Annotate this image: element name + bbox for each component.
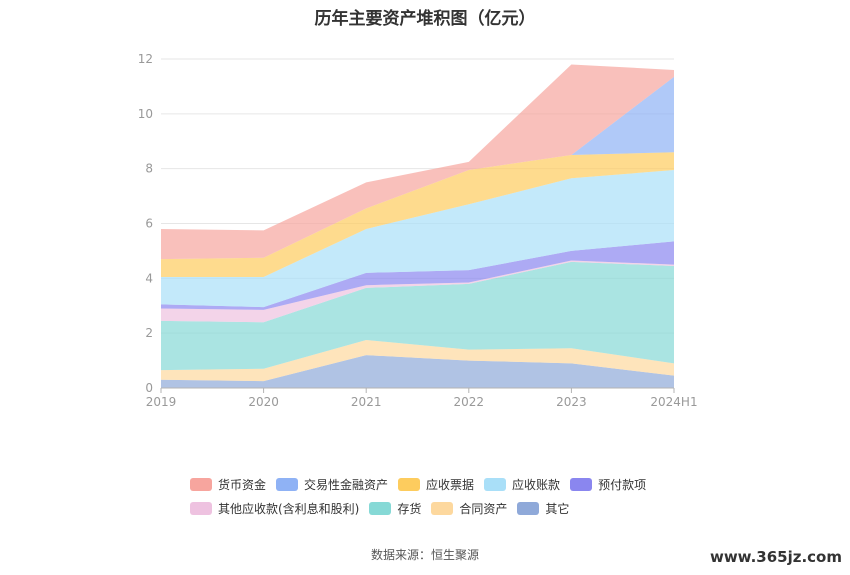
legend-label: 存货 xyxy=(397,501,422,516)
legend-row-2: 其他应收款(含利息和股利) 存货 合同资产 其它 xyxy=(190,496,710,520)
y-tick-label: 6 xyxy=(145,217,153,231)
x-tick-label: 2020 xyxy=(248,395,279,409)
legend-item[interactable]: 应收票据 xyxy=(398,476,474,493)
area-series xyxy=(161,152,674,277)
legend-item[interactable]: 合同资产 xyxy=(431,500,507,517)
chart-legend: 货币资金 交易性金融资产 应收票据 应收账款 预付款项 其他应收款(含利息和股利… xyxy=(190,472,710,520)
area-series xyxy=(161,340,674,382)
legend-item[interactable]: 其他应收款(含利息和股利) xyxy=(190,500,359,517)
legend-label: 应收账款 xyxy=(512,477,561,492)
y-tick-label: 2 xyxy=(145,326,153,340)
watermark: www.365jz.com xyxy=(709,548,842,566)
legend-swatch xyxy=(190,477,212,491)
chart-title: 历年主要资产堆积图（亿元） xyxy=(314,9,536,29)
x-tick-label: 2022 xyxy=(454,395,485,409)
legend-item[interactable]: 应收账款 xyxy=(484,476,560,493)
legend-row-1: 货币资金 交易性金融资产 应收票据 应收账款 预付款项 xyxy=(190,472,710,496)
legend-swatch xyxy=(484,477,507,491)
area-series xyxy=(161,355,674,388)
area-series xyxy=(161,170,674,308)
legend-label: 其它 xyxy=(545,501,570,516)
legend-swatch xyxy=(369,501,392,515)
legend-label: 合同资产 xyxy=(459,501,508,516)
y-tick-label: 8 xyxy=(145,162,153,176)
legend-swatch xyxy=(398,477,421,491)
x-tick-label: 2021 xyxy=(351,395,382,409)
legend-swatch xyxy=(517,501,540,515)
stacked-area-chart: 0 2 4 6 8 10 12 2019 2020 2021 2022 2023 2024H1 xyxy=(138,52,698,409)
legend-item[interactable]: 其它 xyxy=(517,500,569,517)
area-series xyxy=(161,260,674,323)
legend-label: 货币资金 xyxy=(218,477,267,492)
data-source: 数据来源：恒生聚源 xyxy=(370,548,479,562)
legend-item[interactable]: 交易性金融资产 xyxy=(276,476,388,493)
legend-label: 其他应收款(含利息和股利) xyxy=(218,501,360,516)
y-tick-label: 0 xyxy=(145,381,153,395)
legend-swatch xyxy=(190,501,212,515)
legend-label: 应收票据 xyxy=(426,477,475,492)
legend-swatch xyxy=(276,477,299,491)
legend-item[interactable]: 货币资金 xyxy=(190,476,266,493)
x-tick-label: 2024H1 xyxy=(650,395,697,409)
legend-label: 预付款项 xyxy=(598,477,647,492)
legend-item[interactable]: 预付款项 xyxy=(570,476,646,493)
legend-swatch xyxy=(431,501,454,515)
legend-label: 交易性金融资产 xyxy=(304,477,389,492)
area-series xyxy=(161,64,674,260)
y-tick-label: 4 xyxy=(145,271,153,285)
x-tick-label: 2023 xyxy=(556,395,587,409)
legend-swatch xyxy=(570,477,593,491)
legend-item[interactable]: 存货 xyxy=(369,500,421,517)
y-tick-label: 12 xyxy=(138,52,153,66)
area-series xyxy=(161,261,674,371)
area-series xyxy=(161,241,674,310)
x-tick-label: 2019 xyxy=(146,395,177,409)
y-tick-label: 10 xyxy=(138,107,153,121)
